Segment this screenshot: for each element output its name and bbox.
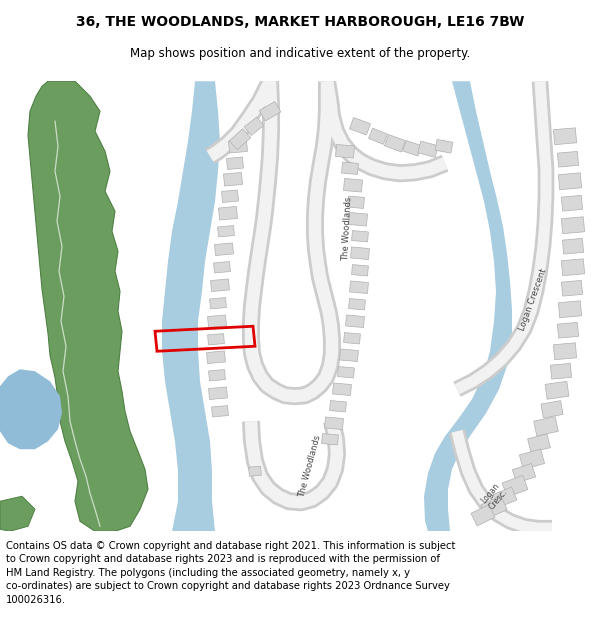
Polygon shape [562,281,583,296]
Polygon shape [206,351,226,364]
Polygon shape [418,141,438,158]
Polygon shape [211,279,229,291]
Polygon shape [349,213,367,226]
Polygon shape [347,196,364,208]
Polygon shape [344,179,362,192]
Polygon shape [229,129,251,150]
Polygon shape [214,262,230,273]
Polygon shape [0,496,35,531]
Polygon shape [209,369,226,381]
Polygon shape [218,226,235,237]
Polygon shape [435,139,453,153]
Polygon shape [533,417,559,436]
Text: Map shows position and indicative extent of the property.: Map shows position and indicative extent… [130,48,470,61]
Polygon shape [352,264,368,276]
Text: The Woodlands: The Woodlands [341,197,353,262]
Polygon shape [562,238,584,254]
Polygon shape [481,496,507,519]
Polygon shape [557,151,578,167]
Polygon shape [350,281,368,294]
Polygon shape [215,243,233,256]
Polygon shape [28,81,148,531]
Polygon shape [335,144,355,158]
Polygon shape [550,363,572,379]
Polygon shape [403,141,421,156]
Polygon shape [559,173,581,189]
Polygon shape [244,117,263,136]
Polygon shape [545,381,569,399]
Polygon shape [224,173,242,186]
Polygon shape [512,464,536,483]
Polygon shape [346,315,364,328]
Polygon shape [212,406,229,417]
Polygon shape [344,332,361,344]
Polygon shape [553,128,577,144]
Polygon shape [0,369,62,449]
Polygon shape [349,299,365,310]
Polygon shape [502,476,528,497]
Polygon shape [229,139,247,153]
Polygon shape [493,487,517,508]
Polygon shape [218,206,238,220]
Polygon shape [368,128,388,144]
Text: The Woodlands: The Woodlands [298,434,323,499]
Polygon shape [340,349,358,361]
Polygon shape [559,301,581,318]
Polygon shape [562,259,584,276]
Polygon shape [209,298,226,309]
Polygon shape [553,343,577,359]
Polygon shape [325,417,343,429]
Text: Logan
Cresc.: Logan Cresc. [479,481,509,511]
Polygon shape [562,217,584,234]
Polygon shape [352,231,368,242]
Polygon shape [385,134,406,152]
Polygon shape [471,504,495,526]
Polygon shape [332,383,352,396]
Polygon shape [341,162,358,174]
Polygon shape [209,387,227,399]
Polygon shape [338,367,355,378]
Polygon shape [557,322,578,338]
Polygon shape [350,247,370,259]
Polygon shape [208,334,224,345]
Polygon shape [208,315,226,328]
Polygon shape [527,434,550,452]
Polygon shape [520,449,545,469]
Polygon shape [248,466,262,476]
Polygon shape [322,434,338,445]
Polygon shape [424,81,512,531]
Polygon shape [541,401,563,418]
Text: Logan Crescent: Logan Crescent [518,267,548,332]
Text: Contains OS data © Crown copyright and database right 2021. This information is : Contains OS data © Crown copyright and d… [6,541,455,605]
Text: 36, THE WOODLANDS, MARKET HARBOROUGH, LE16 7BW: 36, THE WOODLANDS, MARKET HARBOROUGH, LE… [76,14,524,29]
Polygon shape [259,101,281,121]
Polygon shape [221,190,238,202]
Polygon shape [227,157,244,169]
Polygon shape [349,118,371,135]
Polygon shape [562,196,583,211]
Polygon shape [162,81,220,531]
Polygon shape [329,401,346,412]
